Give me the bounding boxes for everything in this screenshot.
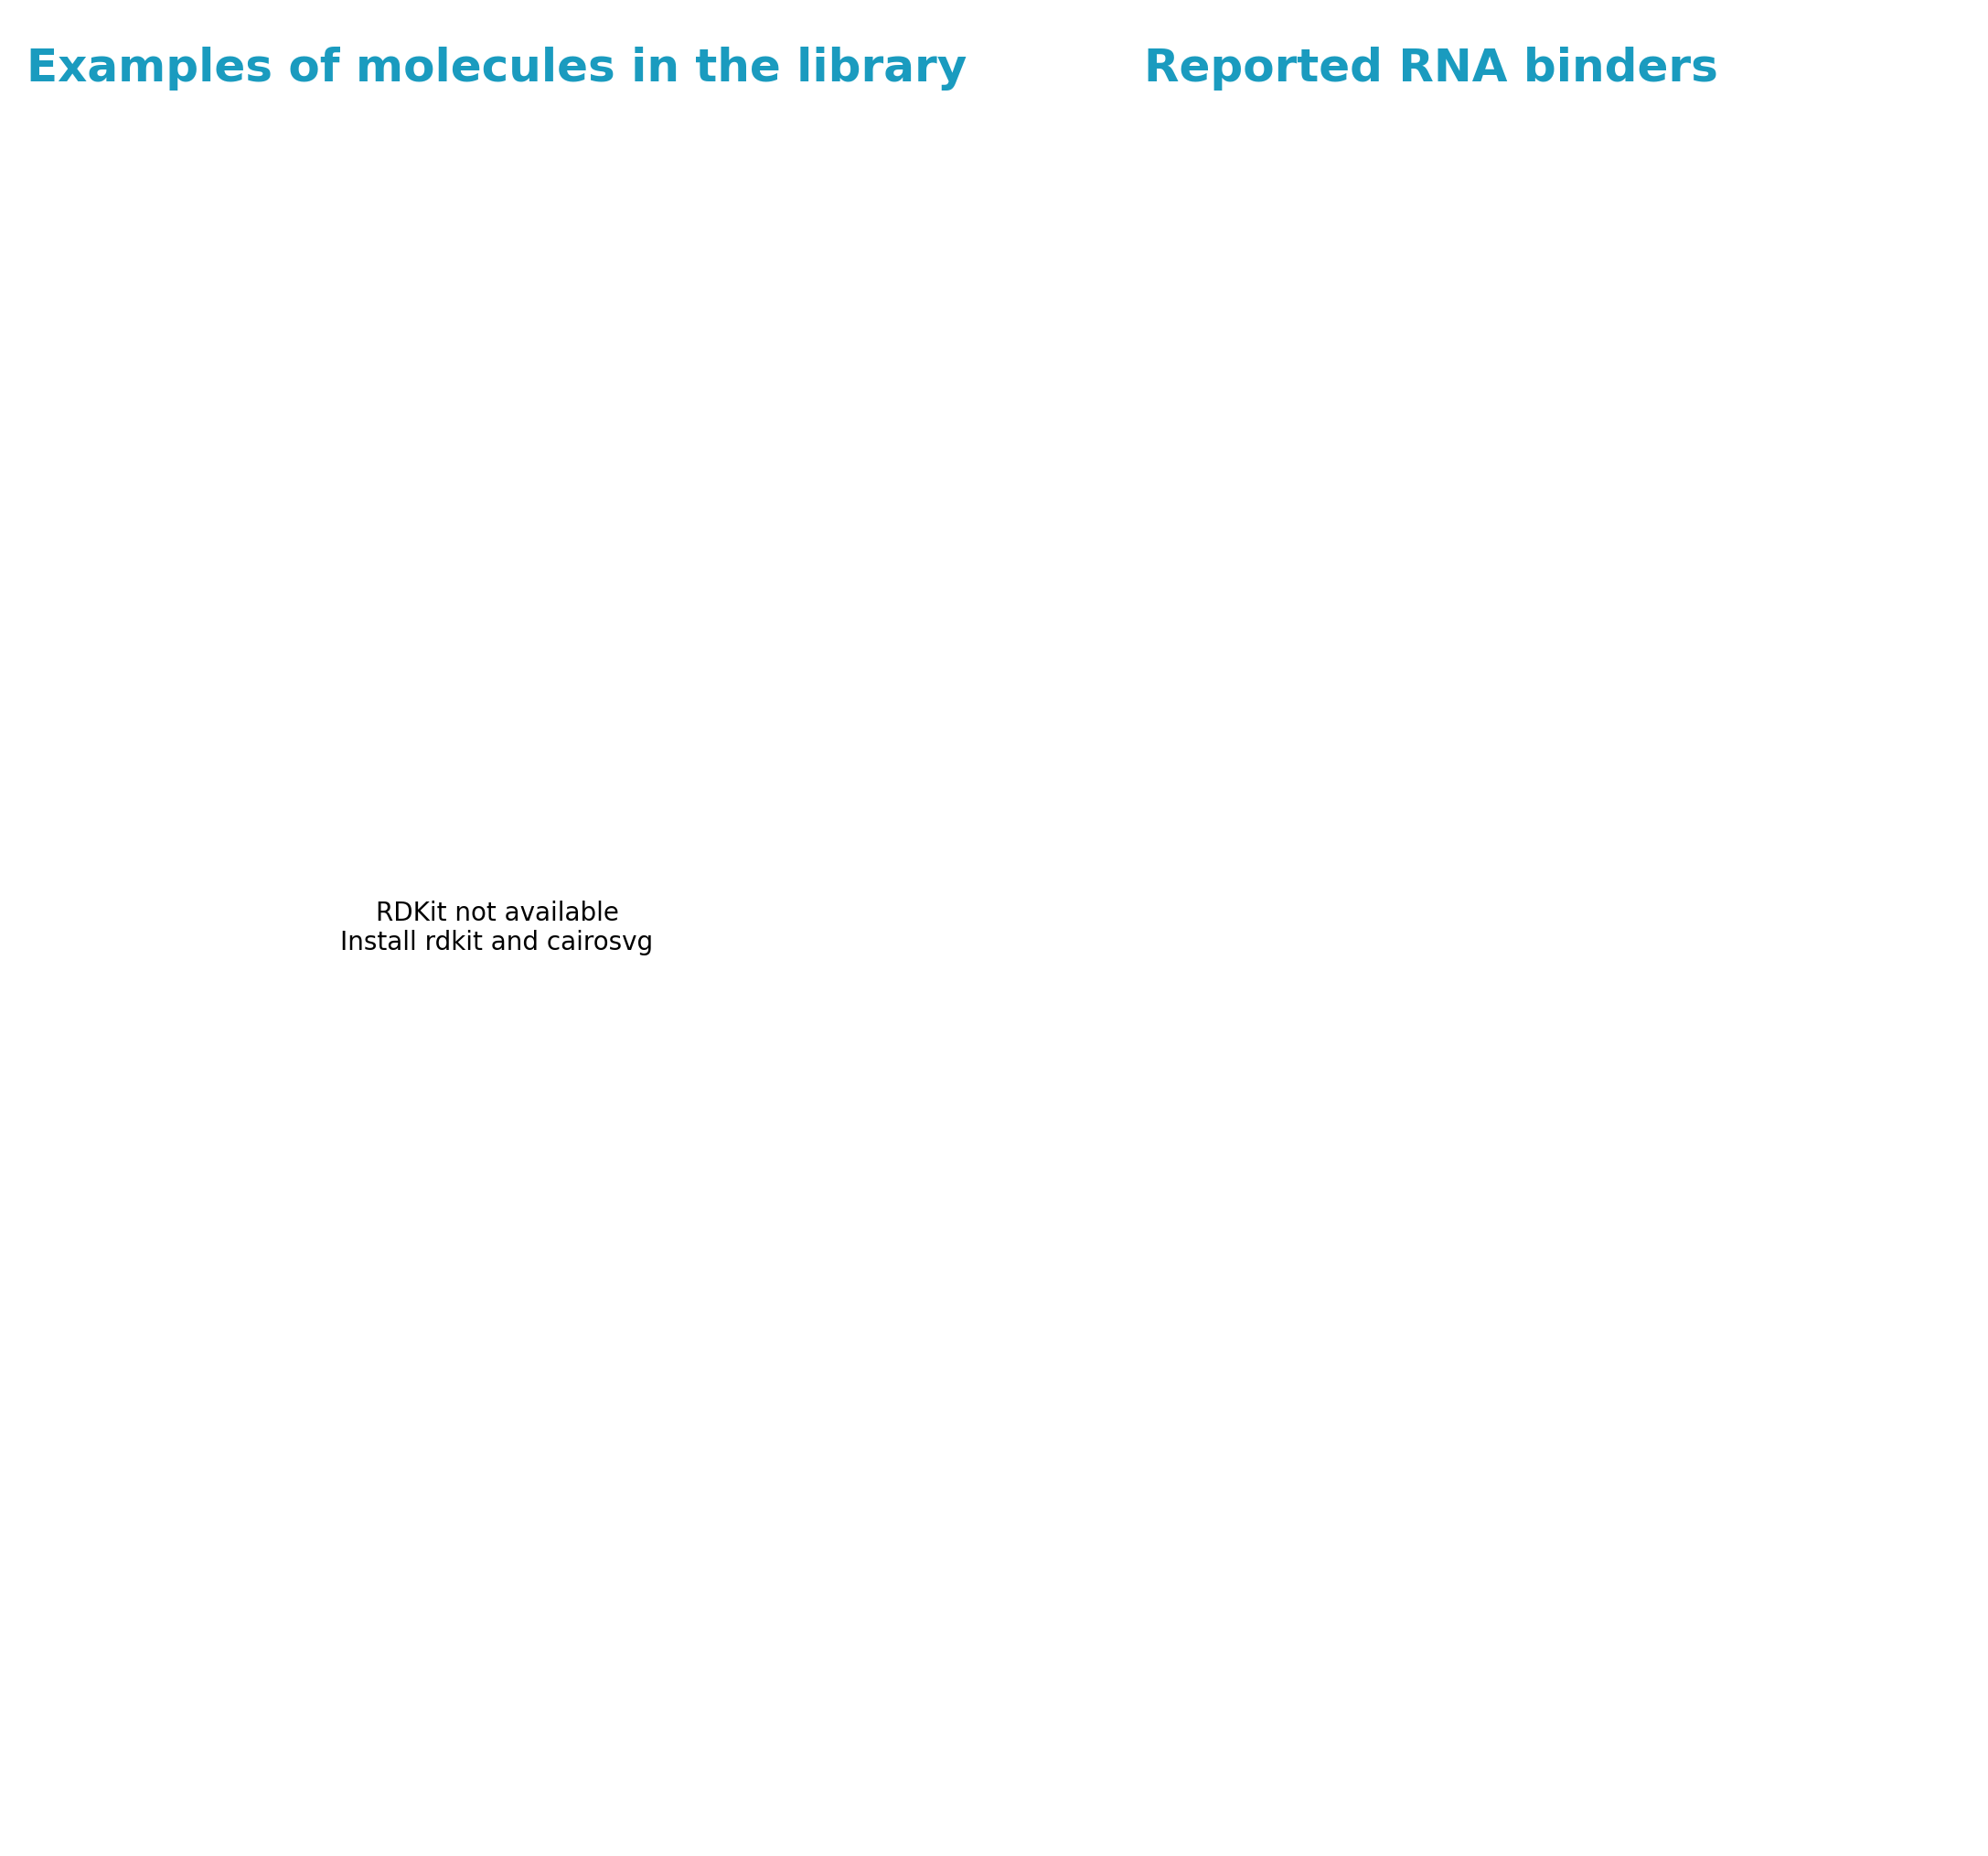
Text: Reported RNA binders: Reported RNA binders	[1145, 46, 1718, 91]
Text: Examples of molecules in the library: Examples of molecules in the library	[26, 46, 968, 91]
Text: RDKit not available
Install rdkit and cairosvg: RDKit not available Install rdkit and ca…	[340, 900, 654, 956]
